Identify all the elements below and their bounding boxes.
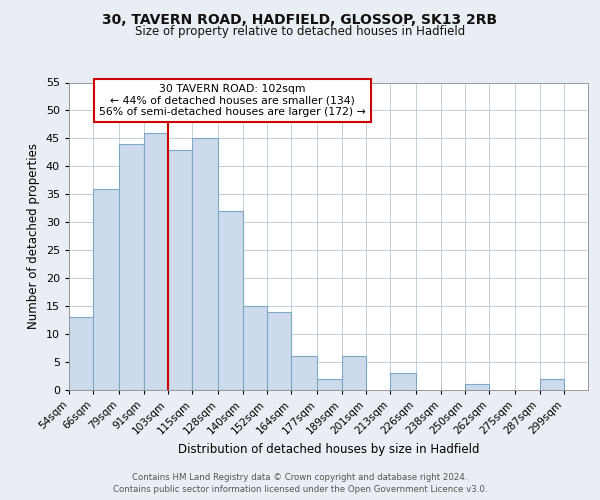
Bar: [144, 133, 168, 390]
Bar: [93, 188, 119, 390]
Bar: [539, 379, 564, 390]
Text: Size of property relative to detached houses in Hadfield: Size of property relative to detached ho…: [135, 25, 465, 38]
Bar: [218, 211, 242, 390]
Bar: [242, 306, 267, 390]
Bar: [341, 356, 366, 390]
Text: 30 TAVERN ROAD: 102sqm
← 44% of detached houses are smaller (134)
56% of semi-de: 30 TAVERN ROAD: 102sqm ← 44% of detached…: [99, 84, 366, 117]
Bar: [192, 138, 218, 390]
Text: 30, TAVERN ROAD, HADFIELD, GLOSSOP, SK13 2RB: 30, TAVERN ROAD, HADFIELD, GLOSSOP, SK13…: [103, 12, 497, 26]
Bar: [168, 150, 192, 390]
Bar: [465, 384, 489, 390]
Text: Contains HM Land Registry data © Crown copyright and database right 2024.: Contains HM Land Registry data © Crown c…: [132, 473, 468, 482]
Bar: [119, 144, 144, 390]
Bar: [267, 312, 291, 390]
Bar: [291, 356, 317, 390]
Bar: [390, 373, 416, 390]
Bar: [69, 318, 93, 390]
Text: Contains public sector information licensed under the Open Government Licence v3: Contains public sector information licen…: [113, 484, 487, 494]
Bar: [317, 379, 341, 390]
X-axis label: Distribution of detached houses by size in Hadfield: Distribution of detached houses by size …: [178, 443, 479, 456]
Y-axis label: Number of detached properties: Number of detached properties: [27, 143, 40, 329]
